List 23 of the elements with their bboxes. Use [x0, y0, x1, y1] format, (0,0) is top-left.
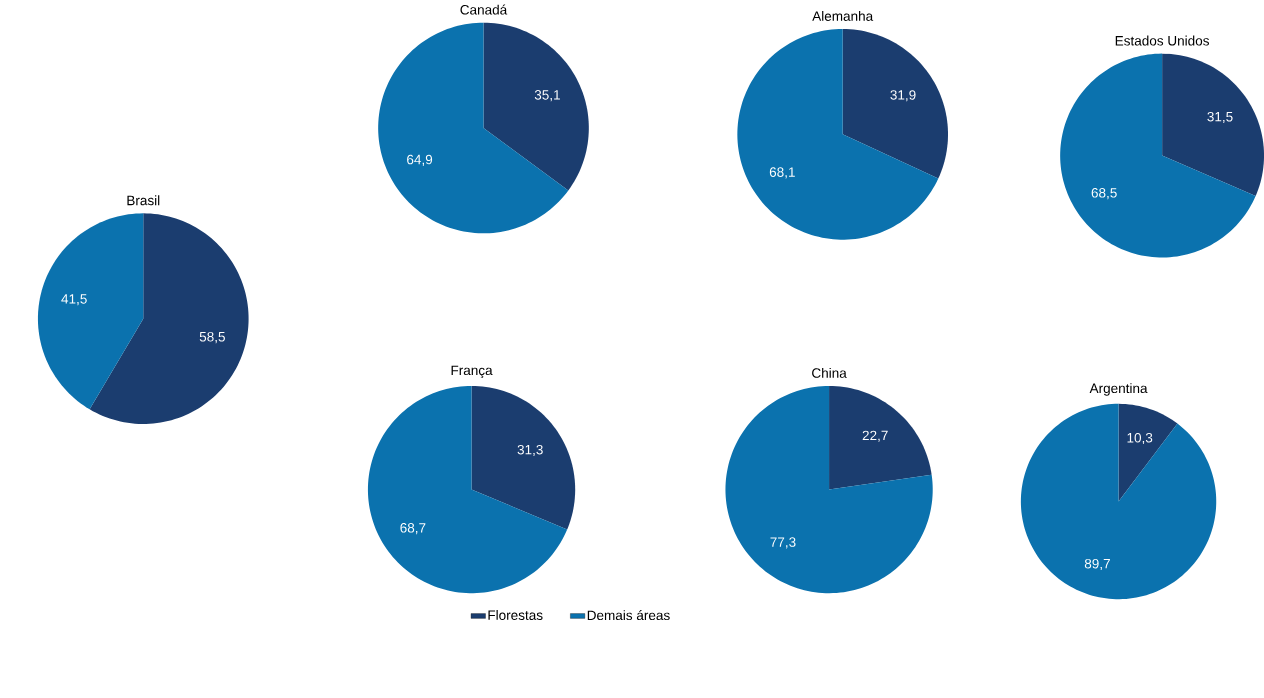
data-label: 58,5 — [199, 332, 225, 344]
chart-title: França — [451, 365, 493, 378]
data-label: 77,3 — [770, 537, 796, 549]
data-label: 31,9 — [890, 90, 916, 102]
data-label: 68,5 — [1091, 188, 1117, 200]
chart-title: Canadá — [460, 4, 508, 15]
data-label: 31,5 — [1207, 111, 1233, 124]
data-label: 89,7 — [1084, 558, 1110, 571]
data-label: 64,9 — [407, 154, 433, 166]
data-label: 10,3 — [1127, 433, 1153, 445]
data-label: 31,3 — [517, 444, 543, 457]
legend-label: Florestas — [488, 610, 543, 621]
chart-title: Argentina — [1089, 383, 1148, 396]
chart-title: Estados Unidos — [1115, 35, 1209, 46]
data-label: 35,1 — [534, 90, 560, 102]
data-label: 22,7 — [862, 430, 888, 442]
data-label: 68,7 — [400, 523, 426, 535]
chart-title: China — [812, 367, 847, 378]
chart-title: Brasil — [127, 195, 160, 206]
data-label: 41,5 — [61, 294, 87, 306]
legend-label: Demais áreas — [587, 610, 670, 621]
data-label: 68,1 — [769, 167, 795, 179]
chart-title: Alemanha — [812, 11, 874, 21]
